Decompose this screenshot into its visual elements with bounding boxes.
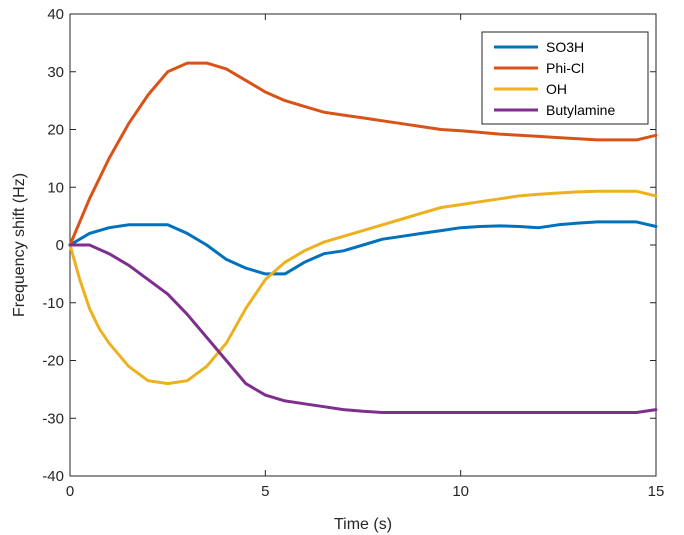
- legend-label-phi-cl: Phi-Cl: [546, 60, 584, 76]
- legend-label-butylamine: Butylamine: [546, 102, 615, 118]
- y-tick-label: 10: [47, 179, 64, 196]
- y-tick-label: 40: [47, 6, 64, 23]
- x-tick-label: 5: [261, 483, 269, 500]
- series-line-so3h: [68, 220, 658, 276]
- series-line-oh: [68, 189, 658, 386]
- legend-label-oh: OH: [546, 81, 567, 97]
- y-tick-label: -40: [42, 468, 64, 485]
- tick-labels: 0 5 10 15 -40 -30 -20 -10 0 10 20 30 40: [42, 6, 664, 500]
- x-tick-label: 0: [66, 483, 74, 500]
- axis-ticks: [69, 13, 657, 477]
- legend: SO3H Phi-Cl OH Butylamine: [481, 31, 649, 125]
- y-tick-label: -20: [42, 353, 64, 370]
- series-line-butylamine: [68, 243, 658, 414]
- x-axis-label: Time (s): [334, 516, 392, 533]
- legend-label-so3h: SO3H: [546, 39, 584, 55]
- y-tick-label: 20: [47, 122, 64, 139]
- series-lines: [68, 61, 658, 414]
- y-tick-label: -10: [42, 295, 64, 312]
- y-axis-label: Frequency shift (Hz): [11, 173, 28, 317]
- y-tick-label: 0: [56, 237, 64, 254]
- y-tick-label: 30: [47, 64, 64, 81]
- y-tick-label: -30: [42, 410, 64, 427]
- x-tick-label: 10: [452, 483, 469, 500]
- x-tick-label: 15: [648, 483, 665, 500]
- series-line-phi-cl: [68, 61, 658, 247]
